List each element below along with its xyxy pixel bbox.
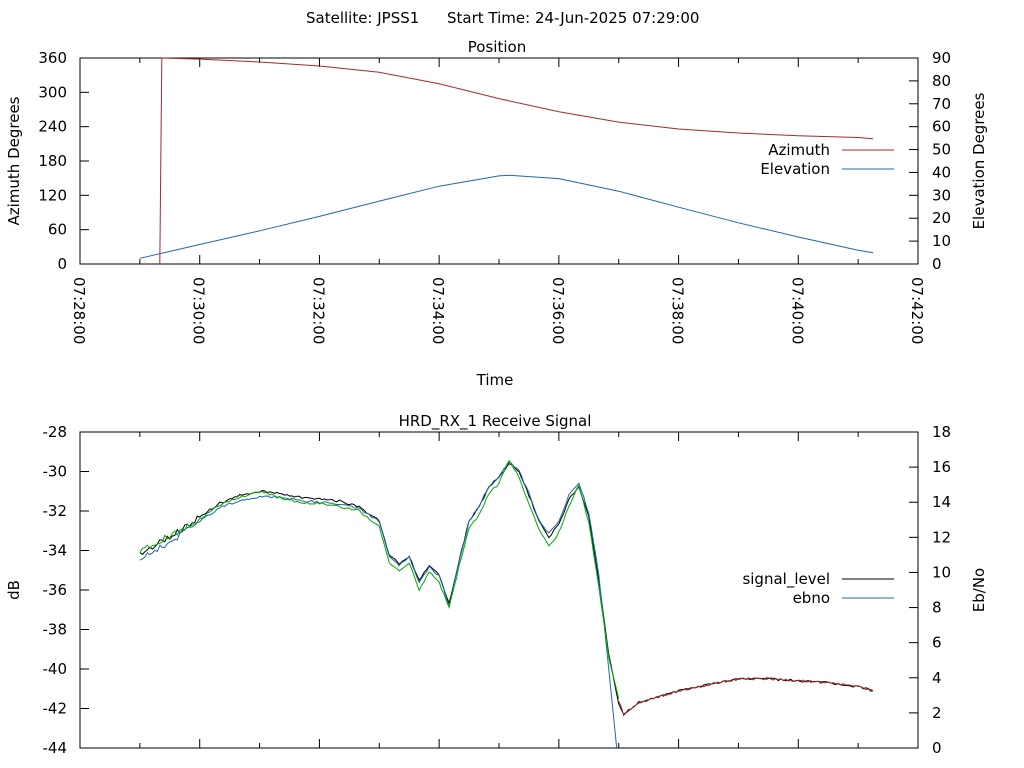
left-axis-tick-label: 180 [38,152,67,170]
legend-label: ebno [793,589,830,607]
right-axis-tick-label: 60 [932,118,951,136]
left-axis-tick-label: 240 [38,118,67,136]
position-plot-left-axis: 0 60 120 180 240 300 360 [38,49,89,273]
chart-header-start-time: Start Time: 24-Jun-2025 07:29:00 [447,9,699,27]
left-axis-tick-label: -36 [43,581,68,599]
position-plot-ylabel: Azimuth Degrees [5,96,23,225]
left-axis-tick-label: 120 [38,186,67,204]
series-line-signal-level [139,462,874,716]
receive-signal-plot-series [139,459,874,749]
series-line-unnamed-2 [139,459,620,699]
right-axis-tick-label: 16 [932,458,951,476]
receive-signal-plot-x-axis [79,432,919,748]
series-line-unnamed-3 [618,677,874,717]
receive-signal-plot-y2label: Eb/No [970,568,988,612]
position-plot-series [139,57,874,265]
series-line-ebno [139,461,618,749]
right-axis-tick-label: 0 [932,255,942,273]
left-axis-tick-label: 360 [38,49,67,67]
series-line-elevation [139,174,874,259]
left-axis-tick-label: -34 [43,542,68,560]
x-axis-tick-label: 07:42:00 [908,277,926,344]
right-axis-tick-label: 2 [932,704,942,722]
right-axis-tick-label: 50 [932,141,951,159]
legend-label: Elevation [760,160,830,178]
right-axis-tick-label: 20 [932,209,951,227]
x-axis-tick-label: 07:30:00 [190,277,208,344]
right-axis-tick-label: 30 [932,186,951,204]
left-axis-tick-label: 60 [48,221,67,239]
right-axis-tick-label: 10 [932,563,951,581]
right-axis-tick-label: 14 [932,493,951,511]
chart-header-satellite: Satellite: JPSS1 [306,9,419,27]
left-axis-tick-label: -30 [43,463,68,481]
right-axis-tick-label: 12 [932,528,951,546]
position-plot-y2label: Elevation Degrees [970,92,988,229]
receive-signal-plot-title: HRD_RX_1 Receive Signal [399,412,592,431]
legend-label: signal_level [742,570,830,589]
series-line-azimuth [159,57,874,265]
left-axis-tick-label: -38 [43,621,68,639]
right-axis-tick-label: 10 [932,232,951,250]
right-axis-tick-label: 0 [932,739,942,757]
x-axis-tick-label: 07:32:00 [309,277,327,344]
left-axis-tick-label: -40 [43,660,68,678]
right-axis-tick-label: 70 [932,95,951,113]
x-axis-tick-label: 07:28:00 [70,277,88,344]
right-axis-tick-label: 90 [932,49,951,67]
right-axis-tick-label: 8 [932,599,942,617]
position-plot-title: Position [468,38,526,56]
right-axis-tick-label: 4 [932,669,942,687]
position-plot-xlabel: Time [476,371,514,389]
position-plot-x-axis: 07:28:00 07:30:00 07:32:00 07:34:00 07:36:00… [70,58,926,344]
x-axis-tick-label: 07:34:00 [429,277,447,344]
left-axis-tick-label: -32 [43,502,68,520]
left-axis-tick-label: -28 [43,423,68,441]
receive-signal-plot: HRD_RX_1 Receive Signal -44-42-40-38-36-… [5,412,988,757]
left-axis-tick-label: 0 [57,255,67,273]
right-axis-tick-label: 80 [932,72,951,90]
position-plot-right-axis: 0 10 20 30 40 50 60 70 80 90 [909,49,951,273]
right-axis-tick-label: 18 [932,423,951,441]
left-axis-tick-label: 300 [38,83,67,101]
right-axis-tick-label: 6 [932,634,942,652]
receive-signal-plot-left-axis: -44 -42 -40 -38 -36 -34 -32 -30 -28 [43,423,89,757]
right-axis-tick-label: 40 [932,163,951,181]
x-axis-tick-label: 07:40:00 [788,277,806,344]
receive-signal-plot-ylabel: dB [5,580,23,600]
x-axis-tick-label: 07:36:00 [549,277,567,344]
left-axis-tick-label: -42 [43,700,68,718]
position-plot: Position 0 60 120 180 240 300 360 0 10 20 30 40 50 6… [5,38,988,389]
left-axis-tick-label: -44 [43,739,68,757]
legend-label: Azimuth [768,141,830,159]
receive-signal-plot-right-axis: 0 2 4 6 8 10 12 14 16 18 [909,423,951,757]
x-axis-tick-label: 07:38:00 [669,277,687,344]
